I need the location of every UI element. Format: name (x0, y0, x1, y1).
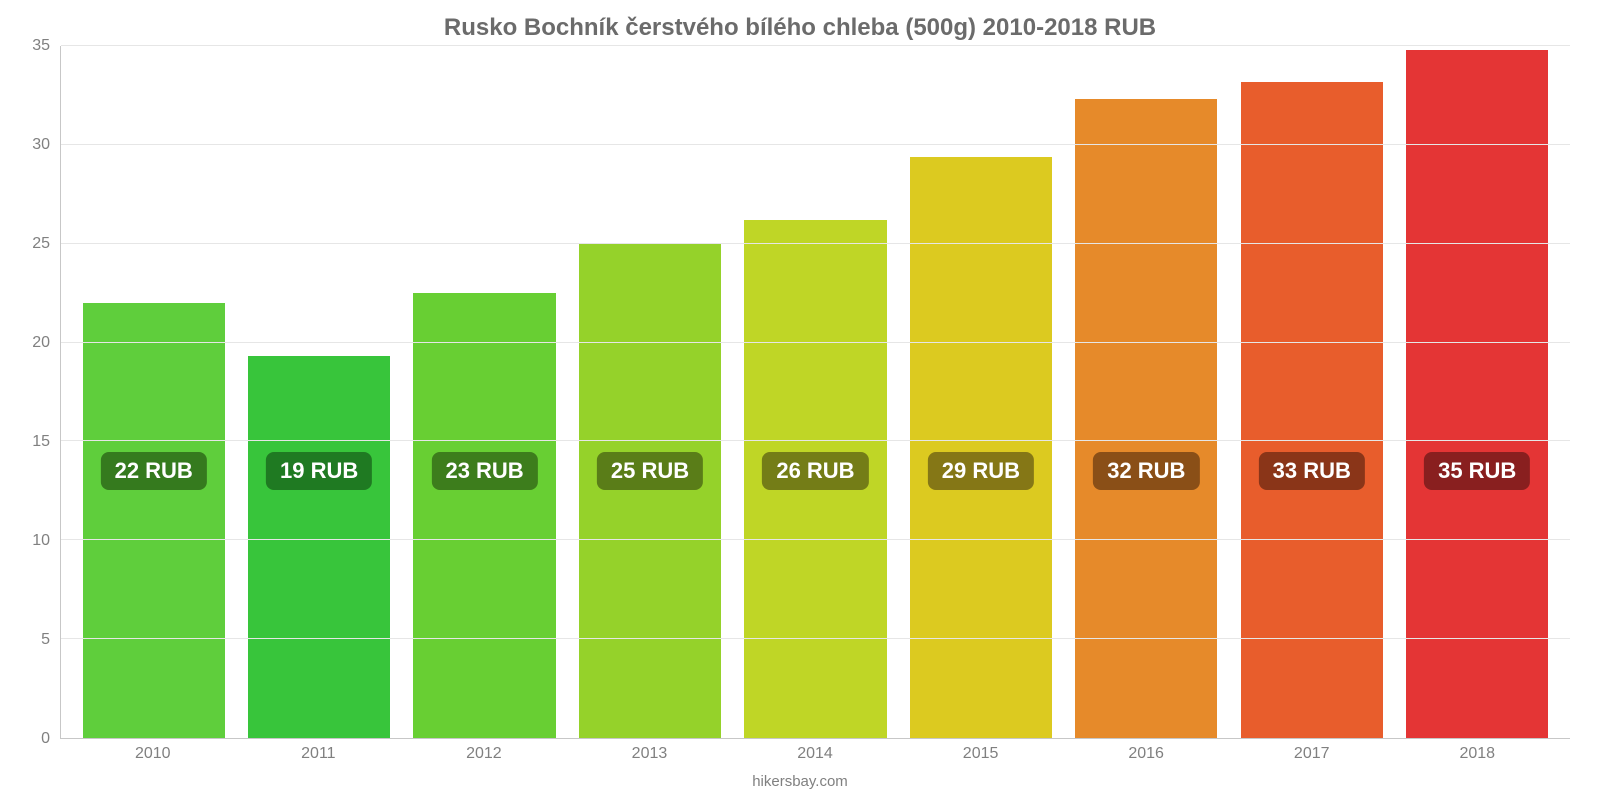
bar-value-label: 35 RUB (1424, 452, 1530, 490)
bar-slot: 19 RUB (236, 46, 401, 738)
bar-slot: 25 RUB (567, 46, 732, 738)
gridline (61, 243, 1570, 244)
bar-slot: 22 RUB (71, 46, 236, 738)
x-axis-label: 2014 (732, 739, 898, 773)
gridline (61, 539, 1570, 540)
bar-value-label: 29 RUB (928, 452, 1034, 490)
bar: 32 RUB (1075, 99, 1217, 738)
chart-title: Rusko Bochník čerstvého bílého chleba (5… (0, 0, 1600, 46)
bar: 22 RUB (83, 303, 225, 738)
bar-value-label: 22 RUB (101, 452, 207, 490)
bar-value-label: 33 RUB (1259, 452, 1365, 490)
plot-area-wrap: 05101520253035 22 RUB19 RUB23 RUB25 RUB2… (0, 46, 1600, 739)
y-axis: 05101520253035 (0, 46, 60, 739)
bar: 33 RUB (1241, 82, 1383, 738)
bar-slot: 29 RUB (898, 46, 1063, 738)
gridline (61, 440, 1570, 441)
x-axis-label: 2018 (1395, 739, 1561, 773)
y-axis-tick: 30 (32, 136, 50, 154)
bar-slot: 26 RUB (733, 46, 898, 738)
gridline (61, 638, 1570, 639)
y-axis-tick: 15 (32, 433, 50, 451)
gridline (61, 144, 1570, 145)
bar-slot: 32 RUB (1064, 46, 1229, 738)
chart-source: hikersbay.com (0, 773, 1600, 800)
bar: 25 RUB (579, 244, 721, 738)
x-axis-label: 2013 (567, 739, 733, 773)
gridline (61, 45, 1570, 46)
bar-value-label: 25 RUB (597, 452, 703, 490)
x-axis-label: 2016 (1063, 739, 1229, 773)
bar: 29 RUB (910, 157, 1052, 738)
bar-value-label: 32 RUB (1093, 452, 1199, 490)
gridline (61, 342, 1570, 343)
bars-group: 22 RUB 19 RUB 23 RUB 25 RUB 26 RUB 29 RUB 32 R… (61, 46, 1570, 738)
y-axis-tick: 5 (41, 631, 50, 649)
bar: 26 RUB (744, 220, 886, 738)
x-axis-label: 2017 (1229, 739, 1395, 773)
bar: 35 RUB (1406, 50, 1548, 738)
bar-slot: 23 RUB (402, 46, 567, 738)
y-axis-tick: 20 (32, 334, 50, 352)
x-axis-label: 2011 (236, 739, 402, 773)
x-axis-labels: 201020112012201320142015201620172018 (60, 739, 1570, 773)
bar-slot: 33 RUB (1229, 46, 1394, 738)
x-axis: 201020112012201320142015201620172018 (0, 739, 1600, 773)
y-axis-tick: 10 (32, 532, 50, 550)
bar-slot: 35 RUB (1395, 46, 1560, 738)
bar: 23 RUB (413, 293, 555, 738)
plot-area: 22 RUB 19 RUB 23 RUB 25 RUB 26 RUB 29 RUB 32 R… (60, 46, 1570, 739)
y-axis-tick: 35 (32, 37, 50, 55)
x-axis-label: 2010 (70, 739, 236, 773)
bar-value-label: 26 RUB (762, 452, 868, 490)
bar-value-label: 19 RUB (266, 452, 372, 490)
bar-value-label: 23 RUB (431, 452, 537, 490)
x-axis-label: 2012 (401, 739, 567, 773)
bar: 19 RUB (248, 356, 390, 738)
x-axis-label: 2015 (898, 739, 1064, 773)
y-axis-tick: 0 (41, 730, 50, 748)
y-axis-tick: 25 (32, 235, 50, 253)
chart-container: Rusko Bochník čerstvého bílého chleba (5… (0, 0, 1600, 800)
